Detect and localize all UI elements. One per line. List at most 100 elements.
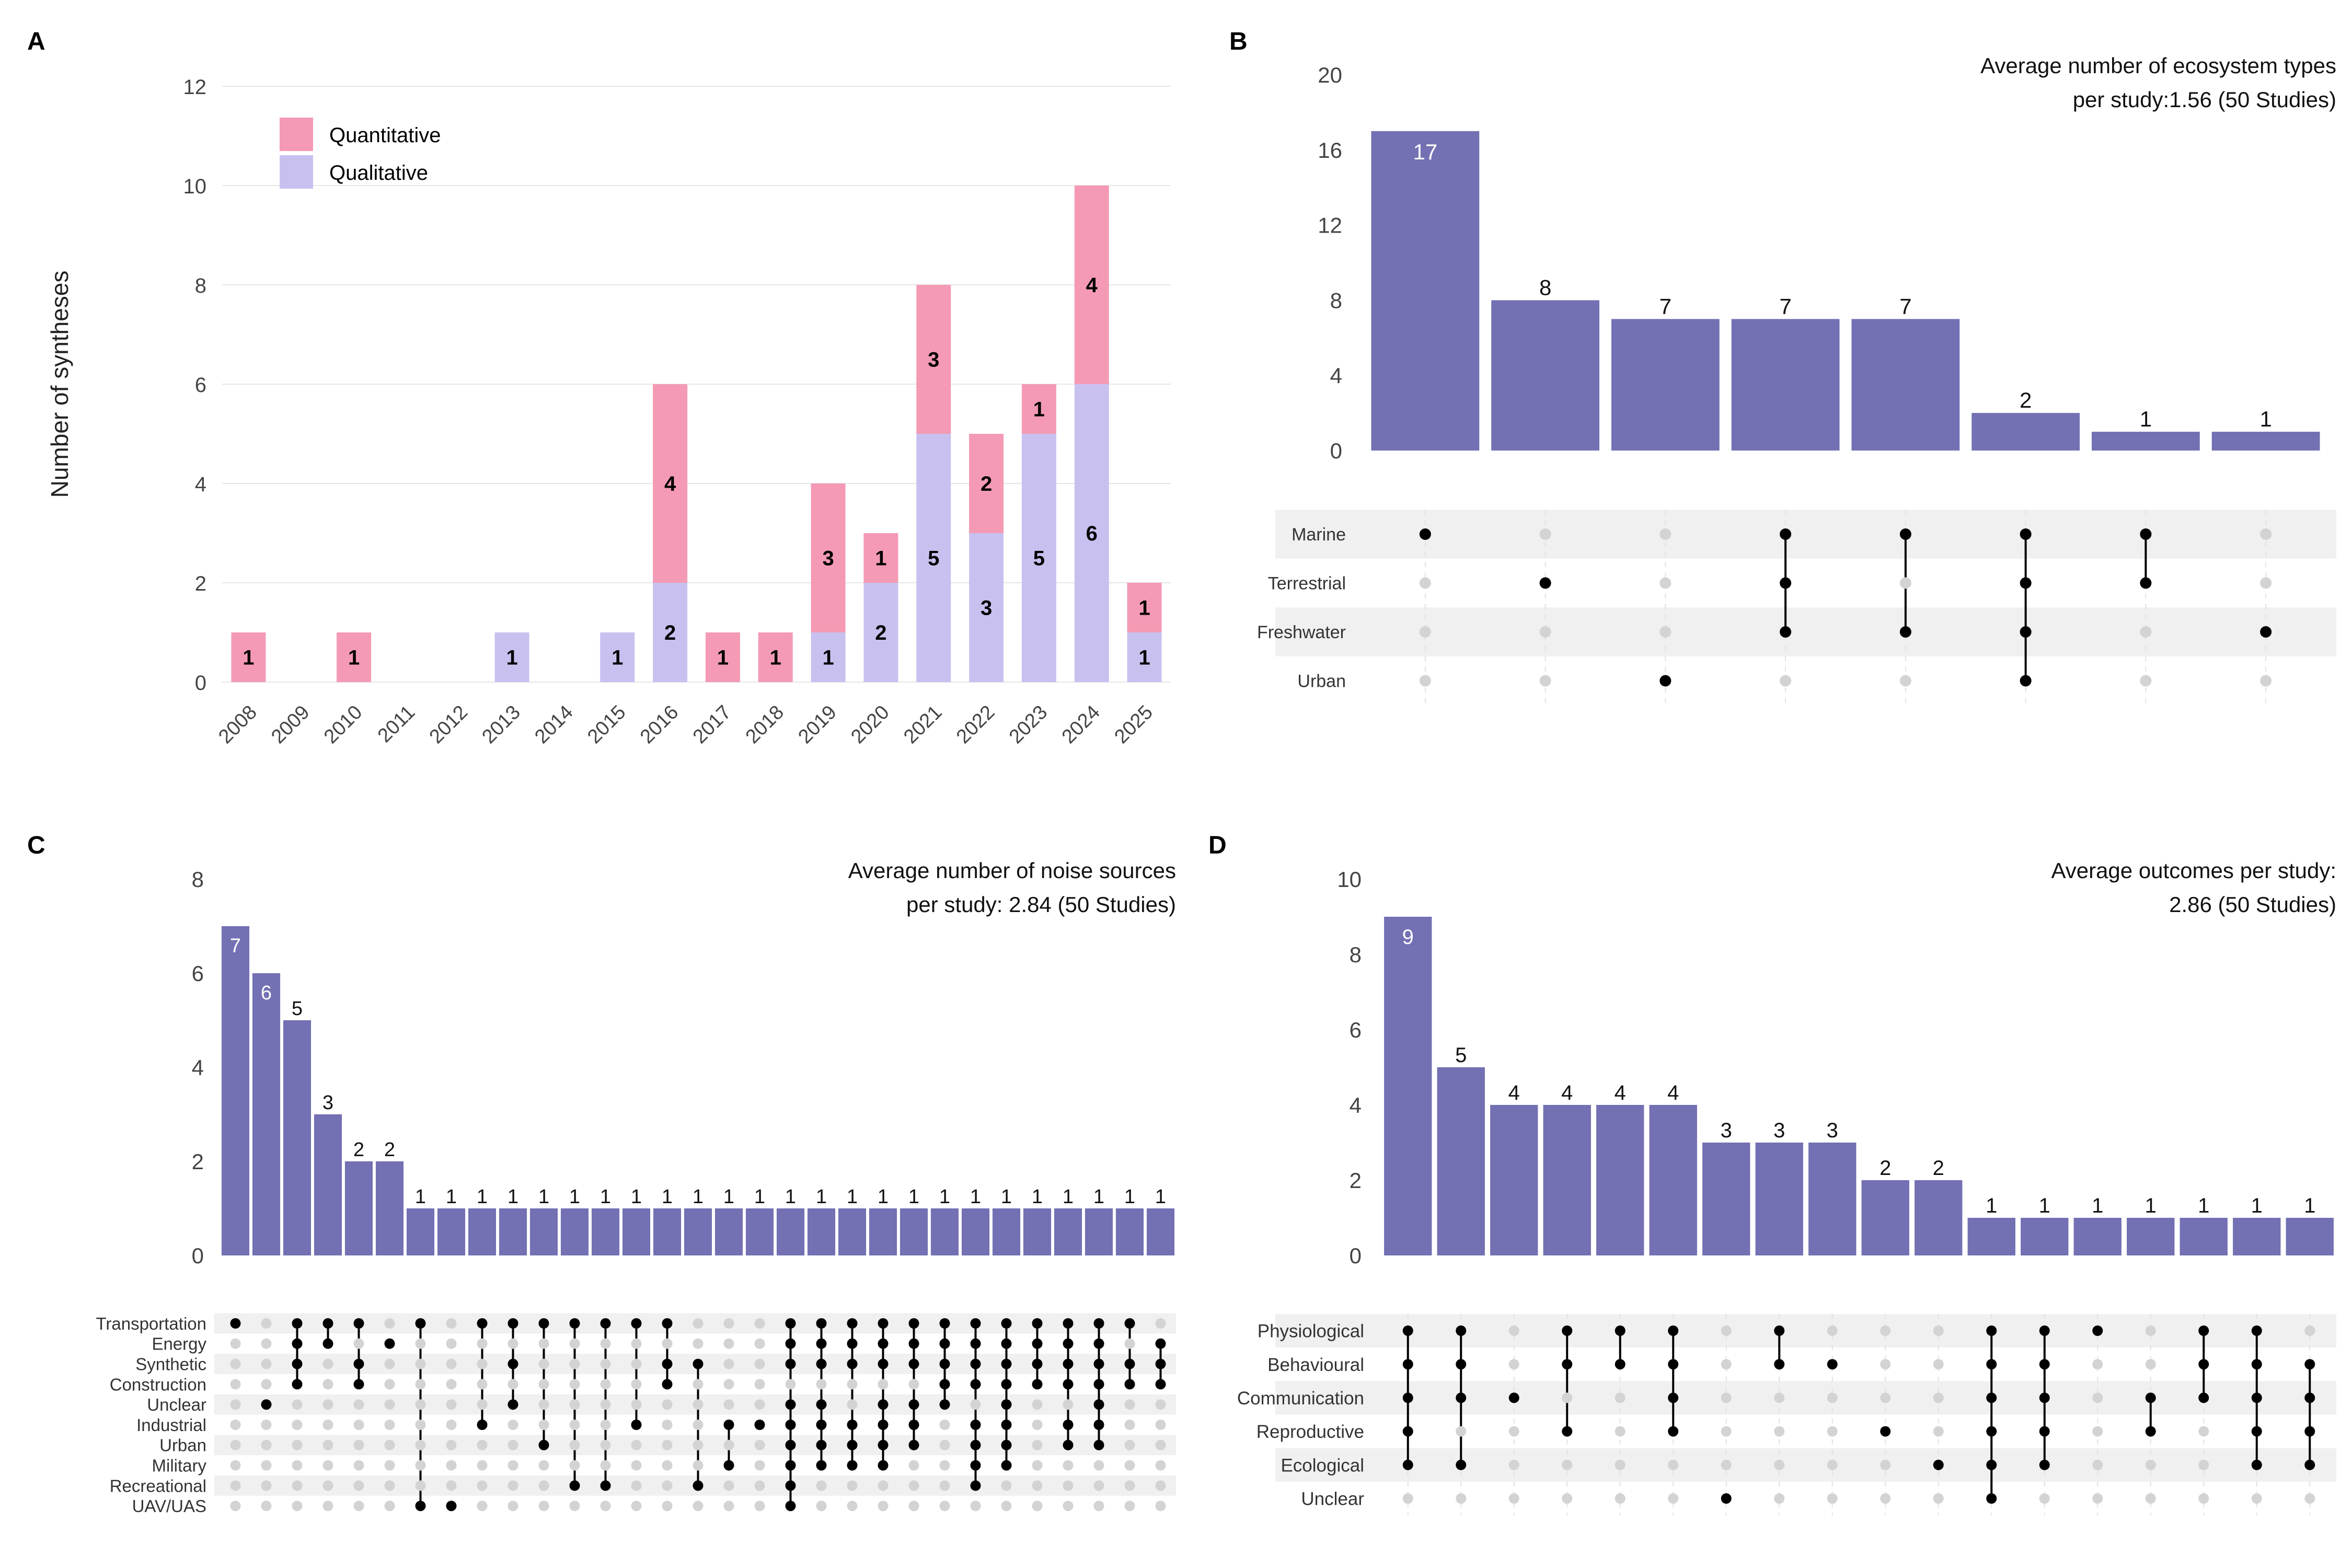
bar-quantitative (231, 632, 266, 682)
bar-count-label: 1 (939, 1186, 950, 1208)
matrix-dot-empty (754, 1379, 765, 1390)
matrix-dot-empty (1155, 1399, 1166, 1410)
matrix-dot-empty (292, 1501, 303, 1512)
matrix-dot-filled (785, 1480, 796, 1491)
matrix-dot-empty (723, 1480, 734, 1491)
matrix-band (1275, 1313, 2336, 1348)
matrix-dot-empty (1124, 1420, 1135, 1430)
matrix-dot-filled (1899, 626, 1911, 638)
set-label: Marine (1292, 525, 1346, 545)
matrix-dot-filled (538, 1439, 549, 1450)
matrix-dot-filled (847, 1420, 858, 1430)
matrix-dot-empty (1668, 1459, 1679, 1470)
matrix-dot-empty (1508, 1359, 1519, 1370)
matrix-dot-empty (1456, 1493, 1467, 1504)
matrix-dot-filled (723, 1420, 734, 1430)
intersection-bar (437, 1208, 466, 1255)
matrix-dot-empty (1419, 577, 1431, 589)
matrix-dot-filled (1402, 1325, 1413, 1336)
bar-count-label: 1 (508, 1186, 518, 1208)
matrix-dot-filled (908, 1420, 919, 1430)
matrix-dot-empty (1880, 1359, 1891, 1370)
matrix-dot-empty (939, 1420, 950, 1430)
matrix-dot-empty (477, 1501, 488, 1512)
y-tick-label: 4 (1350, 1093, 1362, 1117)
bar-count-label: 1 (538, 1186, 549, 1208)
matrix-dot-filled (878, 1439, 889, 1450)
set-label: Terrestrial (1268, 574, 1346, 594)
matrix-dot-empty (538, 1338, 549, 1349)
matrix-dot-empty (2304, 1493, 2315, 1504)
bar-quantitative (811, 483, 846, 632)
bar-count-label: 1 (2304, 1194, 2315, 1217)
matrix-dot-empty (1615, 1392, 1625, 1403)
matrix-dot-filled (878, 1399, 889, 1410)
matrix-dot-empty (322, 1460, 333, 1471)
matrix-dot-empty (723, 1379, 734, 1390)
matrix-dot-filled (1827, 1359, 1838, 1370)
matrix-dot-filled (878, 1460, 889, 1471)
matrix-band (1275, 1381, 2336, 1415)
intersection-bar (1702, 1143, 1750, 1255)
matrix-dot-filled (1124, 1358, 1135, 1369)
matrix-dot-empty (693, 1439, 704, 1450)
legend-key-quantitative (280, 118, 313, 151)
matrix-dot-empty (847, 1480, 858, 1491)
matrix-dot-filled (1562, 1359, 1573, 1370)
matrix-dot-filled (1063, 1358, 1074, 1369)
matrix-dot-empty (1933, 1325, 1944, 1336)
matrix-dot-empty (1721, 1392, 1732, 1403)
panel-label-c: C (27, 832, 45, 859)
intersection-bar (745, 1208, 774, 1255)
intersection-bar (714, 1208, 743, 1255)
matrix-dot-empty (353, 1338, 364, 1349)
y-tick-label: 8 (1330, 288, 1342, 313)
set-label: Behavioural (1267, 1355, 1364, 1375)
matrix-dot-empty (662, 1399, 673, 1410)
matrix-dot-filled (878, 1318, 889, 1329)
matrix-band (1275, 607, 2336, 656)
bar-count-label: 1 (1032, 1186, 1043, 1208)
matrix-dot-filled (1668, 1426, 1679, 1437)
matrix-dot-filled (2020, 675, 2032, 687)
matrix-dot-empty (631, 1379, 642, 1390)
matrix-dot-filled (2145, 1426, 2156, 1437)
matrix-dot-empty (600, 1399, 611, 1410)
intersection-bar (1054, 1208, 1082, 1255)
matrix-dot-filled (2145, 1392, 2156, 1403)
matrix-dot-filled (1986, 1392, 1997, 1403)
matrix-dot-empty (446, 1420, 457, 1430)
matrix-dot-empty (230, 1379, 241, 1390)
matrix-dot-filled (1986, 1459, 1997, 1470)
matrix-dot-filled (662, 1358, 673, 1369)
matrix-dot-empty (600, 1379, 611, 1390)
matrix-dot-filled (878, 1358, 889, 1369)
matrix-dot-empty (1659, 528, 1671, 540)
matrix-dot-filled (816, 1420, 827, 1430)
matrix-dot-filled (2198, 1359, 2209, 1370)
matrix-dot-empty (1402, 1493, 1413, 1504)
matrix-dot-empty (847, 1379, 858, 1390)
x-tick-label-a: 2013 (478, 701, 524, 748)
intersection-bar (992, 1208, 1021, 1255)
annotation-line: per study:1.56 (50 Studies) (2073, 87, 2336, 112)
matrix-dot-empty (2145, 1325, 2156, 1336)
legend-label-qualitative: Qualitative (329, 162, 428, 185)
annotation-line: Average number of noise sources (848, 858, 1176, 883)
bar-count-label: 8 (1539, 275, 1551, 299)
matrix-dot-filled (1001, 1318, 1012, 1329)
matrix-dot-empty (600, 1420, 611, 1430)
matrix-dot-empty (508, 1338, 518, 1349)
matrix-dot-empty (1659, 577, 1671, 589)
matrix-dot-empty (508, 1460, 518, 1471)
y-tick-label: 4 (192, 1055, 204, 1080)
matrix-dot-empty (261, 1338, 272, 1349)
matrix-dot-empty (662, 1338, 673, 1349)
bar-qualitative (969, 533, 1004, 682)
matrix-dot-filled (1402, 1392, 1413, 1403)
matrix-dot-empty (662, 1501, 673, 1512)
bar-count-label: 4 (1615, 1081, 1626, 1104)
matrix-dot-filled (816, 1439, 827, 1450)
matrix-dot-empty (2092, 1426, 2103, 1437)
matrix-dot-empty (1001, 1501, 1012, 1512)
